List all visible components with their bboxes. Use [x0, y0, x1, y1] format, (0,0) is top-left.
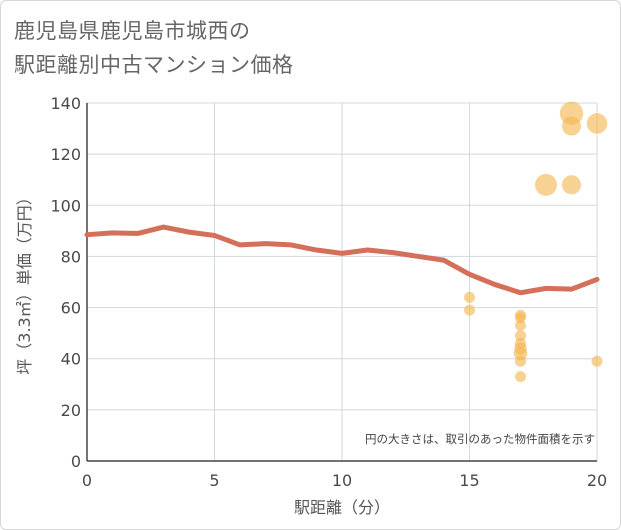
bubble-point	[515, 330, 526, 342]
x-axis-label: 駅距離（分）	[294, 498, 390, 517]
bubble-point	[515, 312, 526, 324]
y-tick-label: 0	[71, 452, 81, 471]
y-tick-label: 100	[50, 196, 81, 215]
bubble-point	[515, 371, 526, 383]
x-tick-label: 10	[332, 471, 352, 490]
bubble-point	[561, 116, 582, 136]
y-tick-label: 60	[61, 299, 81, 318]
chart-title-line-1: 鹿児島県鹿児島市城西の	[14, 19, 251, 43]
chart-title: 鹿児島県鹿児島市城西の 駅距離別中古マンション価格	[14, 14, 414, 82]
y-axis-label: 坪（3.3㎡）単価（万円）	[15, 189, 34, 374]
x-tick-label: 0	[82, 471, 92, 490]
y-tick-label: 80	[61, 247, 81, 266]
y-tick-label: 140	[50, 94, 81, 113]
bubble-point	[464, 304, 475, 316]
bubble-point	[586, 113, 608, 134]
bubble-point	[535, 173, 557, 196]
x-tick-label: 15	[459, 471, 479, 490]
tick-labels: 0 20 40 60 80 100 120 140 0 5 10 15 20	[50, 94, 607, 490]
grid-lines	[86, 102, 598, 462]
y-tick-label: 120	[50, 145, 81, 164]
bubble-size-note: 円の大きさは、取引のあった物件面積を示す	[365, 432, 595, 446]
bubble-point	[515, 319, 526, 331]
y-tick-label: 20	[61, 401, 81, 420]
bubble-series	[464, 101, 608, 383]
bubble-point	[515, 355, 526, 367]
bubble-point	[591, 355, 603, 367]
bubble-point	[464, 291, 475, 303]
x-tick-label: 20	[587, 471, 607, 490]
line-series	[84, 224, 600, 296]
axes	[86, 103, 597, 462]
chart-title-line-2: 駅距離別中古マンション価格	[14, 53, 294, 77]
y-tick-label: 40	[61, 350, 81, 369]
x-tick-label: 5	[209, 471, 219, 490]
bubble-point	[561, 175, 582, 195]
average-price-line	[84, 224, 600, 296]
